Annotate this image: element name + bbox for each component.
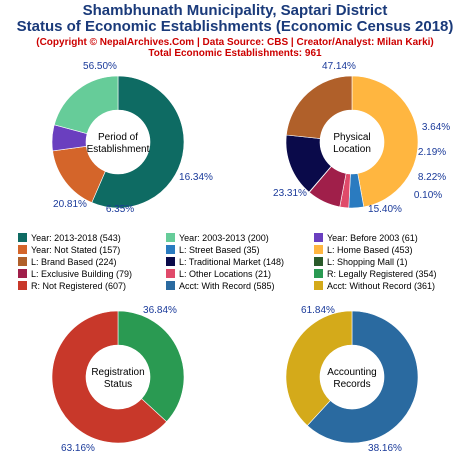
title-line-2: Status of Economic Establishments (Econo… <box>16 18 454 35</box>
legend-swatch <box>18 281 27 290</box>
slice-percent-label: 63.16% <box>61 443 95 454</box>
slice-percent-label: 38.16% <box>368 443 402 454</box>
legend-label: Year: Before 2003 (61) <box>327 232 418 243</box>
slice-percent-label: 61.84% <box>301 305 335 316</box>
legend-swatch <box>314 281 323 290</box>
center-label: Period of <box>98 132 138 143</box>
title-line-1: Shambhunath Municipality, Saptari Distri… <box>82 2 388 19</box>
legend-swatch <box>314 233 323 242</box>
center-label: Location <box>333 144 371 155</box>
slice-percent-label: 8.22% <box>418 172 446 183</box>
legend-label: L: Exclusive Building (79) <box>31 268 133 279</box>
center-label: Establishment <box>87 144 150 155</box>
center-label: Records <box>333 379 370 390</box>
slice-percent-label: 16.34% <box>179 172 213 183</box>
legend-swatch <box>166 245 175 254</box>
total-establishments: Total Economic Establishments: 961 <box>148 48 322 59</box>
legend-swatch <box>166 233 175 242</box>
slice-percent-label: 15.40% <box>368 204 402 215</box>
legend: Year: 2013-2018 (543) Year: 2003-2013 (20… <box>18 232 458 291</box>
legend-item: L: Exclusive Building (79) <box>18 268 162 279</box>
legend-swatch <box>18 233 27 242</box>
copyright-subtitle: (Copyright © NepalArchives.Com | Data So… <box>36 37 434 48</box>
legend-label: L: Other Locations (21) <box>179 268 272 279</box>
slice-percent-label: 0.10% <box>414 190 442 201</box>
legend-item: L: Brand Based (224) <box>18 256 162 267</box>
legend-label: L: Street Based (35) <box>179 244 260 255</box>
legend-item: L: Shopping Mall (1) <box>314 256 458 267</box>
legend-swatch <box>166 257 175 266</box>
donut-hole <box>86 345 150 409</box>
slice-percent-label: 36.84% <box>143 305 177 316</box>
legend-label: R: Legally Registered (354) <box>327 268 437 279</box>
legend-label: Acct: Without Record (361) <box>327 280 436 291</box>
donut-hole <box>320 345 384 409</box>
donut-hole <box>320 110 384 174</box>
legend-swatch <box>166 281 175 290</box>
center-label: Status <box>104 379 132 390</box>
slice-percent-label: 47.14% <box>322 61 356 72</box>
legend-label: R: Not Registered (607) <box>31 280 127 291</box>
legend-item: L: Street Based (35) <box>166 244 310 255</box>
legend-item: Acct: With Record (585) <box>166 280 310 291</box>
legend-swatch <box>166 269 175 278</box>
legend-item: L: Other Locations (21) <box>166 268 310 279</box>
legend-swatch <box>18 245 27 254</box>
legend-label: L: Home Based (453) <box>327 244 413 255</box>
slice-percent-label: 20.81% <box>53 199 87 210</box>
legend-item: Year: Before 2003 (61) <box>314 232 458 243</box>
legend-label: Year: Not Stated (157) <box>31 244 121 255</box>
center-label: Physical <box>333 132 370 143</box>
legend-swatch <box>18 257 27 266</box>
legend-label: Acct: With Record (585) <box>179 280 275 291</box>
legend-label: L: Traditional Market (148) <box>179 256 285 267</box>
slice-percent-label: 23.31% <box>273 188 307 199</box>
center-label: Registration <box>91 367 144 378</box>
legend-swatch <box>314 257 323 266</box>
slice-percent-label: 56.50% <box>83 61 117 72</box>
legend-label: Year: 2003-2013 (200) <box>179 232 269 243</box>
legend-swatch <box>314 269 323 278</box>
legend-label: L: Brand Based (224) <box>31 256 117 267</box>
legend-item: Acct: Without Record (361) <box>314 280 458 291</box>
legend-item: L: Home Based (453) <box>314 244 458 255</box>
slice-percent-label: 3.64% <box>422 122 450 133</box>
slice-percent-label: 2.19% <box>418 147 446 158</box>
legend-item: Year: 2003-2013 (200) <box>166 232 310 243</box>
pie-slice <box>91 75 185 209</box>
legend-item: R: Not Registered (607) <box>18 280 162 291</box>
legend-label: Year: 2013-2018 (543) <box>31 232 121 243</box>
donut-hole <box>86 110 150 174</box>
legend-label: L: Shopping Mall (1) <box>327 256 408 267</box>
legend-item: Year: Not Stated (157) <box>18 244 162 255</box>
legend-item: Year: 2013-2018 (543) <box>18 232 162 243</box>
center-label: Accounting <box>327 367 376 378</box>
legend-item: R: Legally Registered (354) <box>314 268 458 279</box>
legend-swatch <box>18 269 27 278</box>
slice-percent-label: 6.35% <box>106 204 134 215</box>
legend-swatch <box>314 245 323 254</box>
legend-item: L: Traditional Market (148) <box>166 256 310 267</box>
